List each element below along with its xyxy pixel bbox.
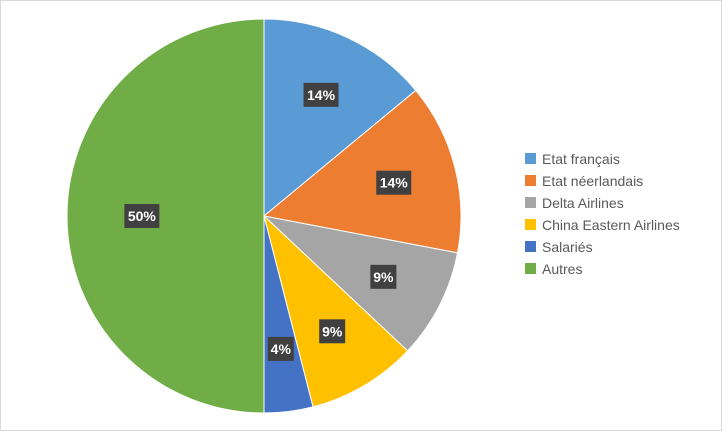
data-label-autres: 50%	[128, 208, 157, 224]
data-label-delta-airlines: 9%	[373, 269, 394, 285]
legend-label-etat-francais: Etat français	[542, 151, 620, 167]
data-label-bg-delta-airlines	[370, 264, 397, 289]
legend-swatch-etat-francais	[525, 153, 536, 164]
pie-slice-etat-francais	[263, 18, 417, 218]
pie-slice-autres	[66, 18, 265, 414]
legend-swatch-delta-airlines	[525, 197, 536, 208]
data-label-etat-francais: 14%	[307, 87, 336, 103]
data-label-etat-neerlandais: 14%	[380, 175, 409, 191]
data-label-salaries: 4%	[271, 341, 292, 357]
legend-label-etat-neerlandais: Etat néerlandais	[542, 173, 643, 189]
legend-swatch-autres	[525, 263, 536, 274]
data-label-bg-etat-francais	[303, 82, 339, 107]
pie-slice-delta-airlines	[262, 215, 459, 352]
legend-label-salaries: Salariés	[542, 239, 593, 255]
legend-swatch-etat-neerlandais	[525, 175, 536, 186]
data-labels: 14% 14% 9% 9% 4% 50%	[124, 82, 412, 361]
data-label-bg-salaries	[267, 336, 294, 361]
data-label-bg-etat-neerlandais	[376, 170, 412, 195]
legend-swatch-salaries	[525, 241, 536, 252]
data-label-bg-autres	[124, 204, 160, 228]
pie-slice-etat-neerlandais	[262, 89, 462, 254]
legend-label-autres: Autres	[542, 261, 582, 277]
pie-slice-china-eastern-airlines	[263, 214, 409, 408]
legend-swatch-china-eastern-airlines	[525, 219, 536, 230]
legend-label-china-eastern-airlines: China Eastern Airlines	[542, 217, 680, 233]
legend-label-delta-airlines: Delta Airlines	[542, 195, 624, 211]
data-label-bg-china-eastern-airlines	[319, 319, 346, 344]
pie-slices	[66, 18, 462, 414]
data-label-china-eastern-airlines: 9%	[322, 323, 343, 339]
legend: Etat français Etat néerlandais Delta Airli…	[525, 151, 680, 277]
